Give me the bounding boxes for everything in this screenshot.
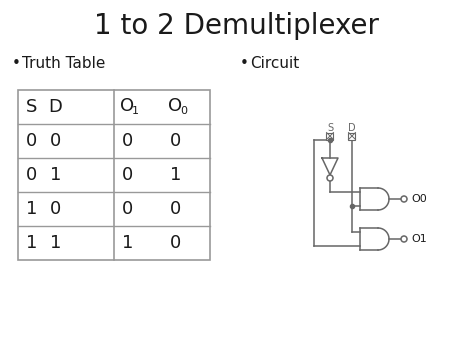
Bar — [18, 90, 210, 260]
Text: 1: 1 — [50, 234, 61, 252]
Text: D: D — [48, 98, 63, 116]
Text: 1: 1 — [122, 234, 133, 252]
Text: S: S — [26, 98, 37, 116]
Text: 0: 0 — [122, 200, 133, 218]
Text: 0: 0 — [26, 132, 37, 150]
Circle shape — [327, 175, 333, 181]
Text: 0: 0 — [50, 132, 61, 150]
Circle shape — [401, 236, 407, 242]
Text: 0: 0 — [170, 132, 181, 150]
Bar — [327, 132, 334, 140]
Text: •: • — [240, 56, 249, 71]
Text: 0: 0 — [170, 234, 181, 252]
Text: O: O — [120, 97, 135, 115]
Text: 1: 1 — [26, 234, 37, 252]
Text: O: O — [168, 97, 182, 115]
Text: 0: 0 — [170, 200, 181, 218]
Text: O0: O0 — [411, 194, 427, 204]
Text: 1: 1 — [132, 106, 139, 116]
Text: 0: 0 — [122, 132, 133, 150]
Text: 1 to 2 Demultiplexer: 1 to 2 Demultiplexer — [94, 12, 380, 40]
Text: 0: 0 — [26, 166, 37, 184]
Text: 0: 0 — [122, 166, 133, 184]
Text: S: S — [327, 123, 333, 133]
Text: 0: 0 — [50, 200, 61, 218]
Text: Truth Table: Truth Table — [22, 56, 105, 71]
Text: Circuit: Circuit — [250, 56, 299, 71]
Text: 0: 0 — [180, 106, 187, 116]
Text: D: D — [348, 123, 356, 133]
Text: O1: O1 — [411, 234, 427, 244]
Circle shape — [401, 196, 407, 202]
Text: 1: 1 — [26, 200, 37, 218]
Text: 1: 1 — [50, 166, 61, 184]
Text: 1: 1 — [170, 166, 181, 184]
Bar — [348, 132, 356, 140]
Text: •: • — [12, 56, 21, 71]
